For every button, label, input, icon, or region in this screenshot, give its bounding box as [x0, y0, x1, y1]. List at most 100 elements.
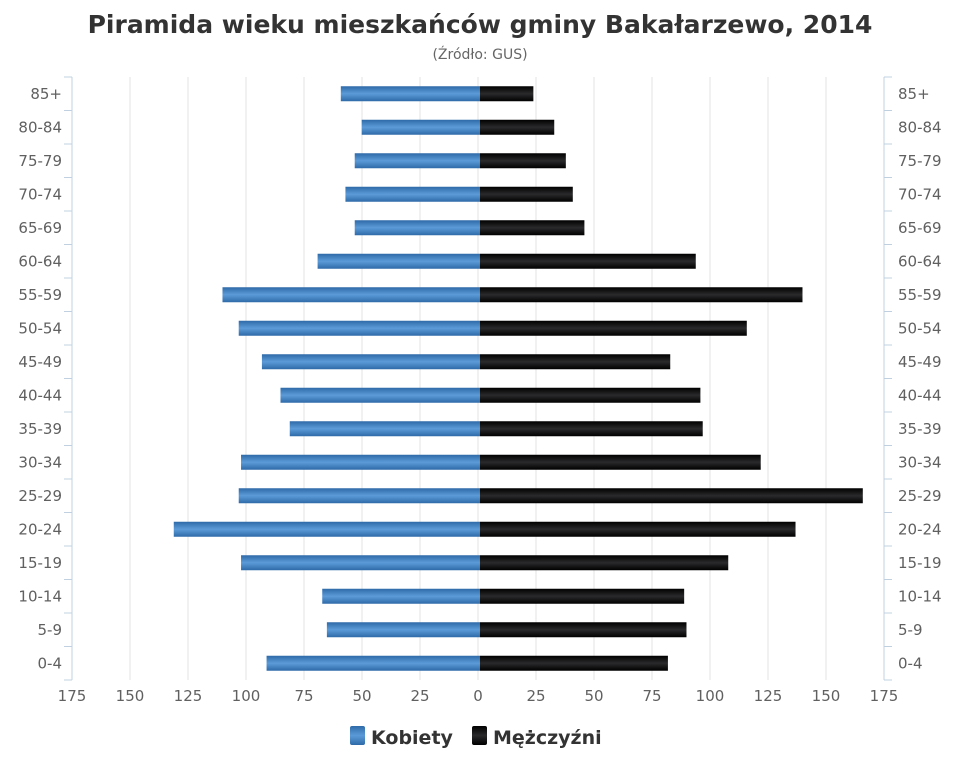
- bar-kobiety-40-44: [280, 387, 480, 403]
- bar-kobiety-80-84: [361, 119, 480, 135]
- bar-kobiety-30-34: [241, 454, 480, 470]
- right-category-label: 10-14: [898, 587, 942, 605]
- left-category-label: 60-64: [18, 252, 62, 270]
- right-category-label: 20-24: [898, 520, 942, 538]
- left-category-label: 5-9: [38, 621, 63, 639]
- left-category-label: 30-34: [18, 453, 62, 471]
- chart-title: Piramida wieku mieszkańców gminy Bakałar…: [88, 10, 873, 39]
- x-tick-label: 175: [870, 687, 899, 705]
- legend[interactable]: Kobiety Mężczyźni: [350, 726, 602, 749]
- bar-kobiety-20-24: [173, 521, 480, 537]
- x-tick-label: 50: [584, 687, 603, 705]
- x-tick-label: 125: [174, 687, 203, 705]
- bar-kobiety-35-39: [289, 421, 480, 437]
- x-tick-label: 175: [58, 687, 87, 705]
- bar-mezczyzni-25-29: [480, 488, 863, 504]
- bar-mezczyzni-15-19: [480, 555, 729, 571]
- legend-swatch-mezczyzni: [472, 726, 487, 745]
- bar-mezczyzni-5-9: [480, 622, 687, 638]
- bar-kobiety-0-4: [266, 655, 480, 671]
- left-category-label: 65-69: [18, 219, 62, 237]
- legend-swatch-kobiety: [350, 726, 365, 745]
- axes: 175 150 125 100 75 50 25 0 25 50 75 100 125 150 175 85+…: [18, 76, 942, 705]
- right-category-label: 40-44: [898, 386, 942, 404]
- bar-kobiety-5-9: [326, 622, 480, 638]
- right-category-label: 75-79: [898, 152, 942, 170]
- legend-item-mezczyzni[interactable]: Mężczyźni: [472, 726, 602, 749]
- right-category-label: 35-39: [898, 420, 942, 438]
- bar-kobiety-15-19: [241, 555, 480, 571]
- x-tick-label: 75: [642, 687, 661, 705]
- left-category-label: 15-19: [18, 554, 62, 572]
- bar-mezczyzni-40-44: [480, 387, 701, 403]
- bar-mezczyzni-10-14: [480, 588, 685, 604]
- right-category-label: 45-49: [898, 353, 942, 371]
- left-category-label: 55-59: [18, 286, 62, 304]
- x-tick-label: 75: [294, 687, 313, 705]
- right-category-label: 0-4: [898, 654, 923, 672]
- right-category-label: 5-9: [898, 621, 923, 639]
- right-category-label: 50-54: [898, 319, 942, 337]
- right-category-label: 85+: [898, 85, 930, 103]
- legend-label-mezczyzni: Mężczyźni: [493, 727, 602, 749]
- gridlines: [129, 77, 827, 680]
- bar-kobiety-45-49: [261, 354, 480, 370]
- right-category-label: 60-64: [898, 252, 942, 270]
- left-category-label: 45-49: [18, 353, 62, 371]
- left-category-label: 40-44: [18, 386, 62, 404]
- bar-mezczyzni-60-64: [480, 253, 696, 269]
- bar-kobiety-70-74: [345, 186, 480, 202]
- bar-mezczyzni-0-4: [480, 655, 668, 671]
- x-tick-label: 125: [754, 687, 783, 705]
- bar-mezczyzni-35-39: [480, 421, 703, 437]
- x-tick-label: 0: [473, 687, 483, 705]
- bar-kobiety-10-14: [322, 588, 480, 604]
- right-category-label: 15-19: [898, 554, 942, 572]
- bar-kobiety-60-64: [317, 253, 480, 269]
- right-category-label: 80-84: [898, 118, 942, 136]
- bar-kobiety-75-79: [354, 153, 480, 169]
- bar-kobiety-85+: [340, 86, 480, 102]
- x-tick-label: 50: [352, 687, 371, 705]
- left-category-label: 10-14: [18, 587, 62, 605]
- x-tick-label: 150: [812, 687, 841, 705]
- bars: [173, 86, 863, 671]
- bar-mezczyzni-20-24: [480, 521, 796, 537]
- bar-mezczyzni-65-69: [480, 220, 585, 236]
- left-category-label: 70-74: [18, 185, 62, 203]
- x-tick-label: 25: [410, 687, 429, 705]
- left-category-label: 0-4: [38, 654, 63, 672]
- bar-kobiety-55-59: [222, 287, 481, 303]
- x-tick-label: 100: [232, 687, 261, 705]
- bar-kobiety-50-54: [238, 320, 480, 336]
- x-tick-label: 25: [526, 687, 545, 705]
- left-category-label: 25-29: [18, 487, 62, 505]
- bar-mezczyzni-55-59: [480, 287, 803, 303]
- bar-kobiety-65-69: [354, 220, 480, 236]
- left-category-label: 80-84: [18, 118, 62, 136]
- left-category-label: 75-79: [18, 152, 62, 170]
- legend-item-kobiety[interactable]: Kobiety: [350, 726, 454, 749]
- right-category-label: 65-69: [898, 219, 942, 237]
- right-category-label: 25-29: [898, 487, 942, 505]
- right-category-label: 30-34: [898, 453, 942, 471]
- x-tick-label: 150: [116, 687, 145, 705]
- left-category-label: 35-39: [18, 420, 62, 438]
- bar-mezczyzni-85+: [480, 86, 534, 102]
- left-category-label: 20-24: [18, 520, 62, 538]
- right-category-label: 70-74: [898, 185, 942, 203]
- bar-mezczyzni-70-74: [480, 186, 573, 202]
- chart-subtitle: (Źródło: GUS): [432, 45, 527, 63]
- left-category-label: 85+: [30, 85, 62, 103]
- bar-mezczyzni-50-54: [480, 320, 747, 336]
- right-category-label: 55-59: [898, 286, 942, 304]
- bar-mezczyzni-80-84: [480, 119, 555, 135]
- bar-mezczyzni-45-49: [480, 354, 671, 370]
- bar-mezczyzni-75-79: [480, 153, 566, 169]
- bar-kobiety-25-29: [238, 488, 480, 504]
- bar-mezczyzni-30-34: [480, 454, 761, 470]
- x-tick-label: 100: [696, 687, 725, 705]
- left-category-label: 50-54: [18, 319, 62, 337]
- legend-label-kobiety: Kobiety: [371, 727, 454, 749]
